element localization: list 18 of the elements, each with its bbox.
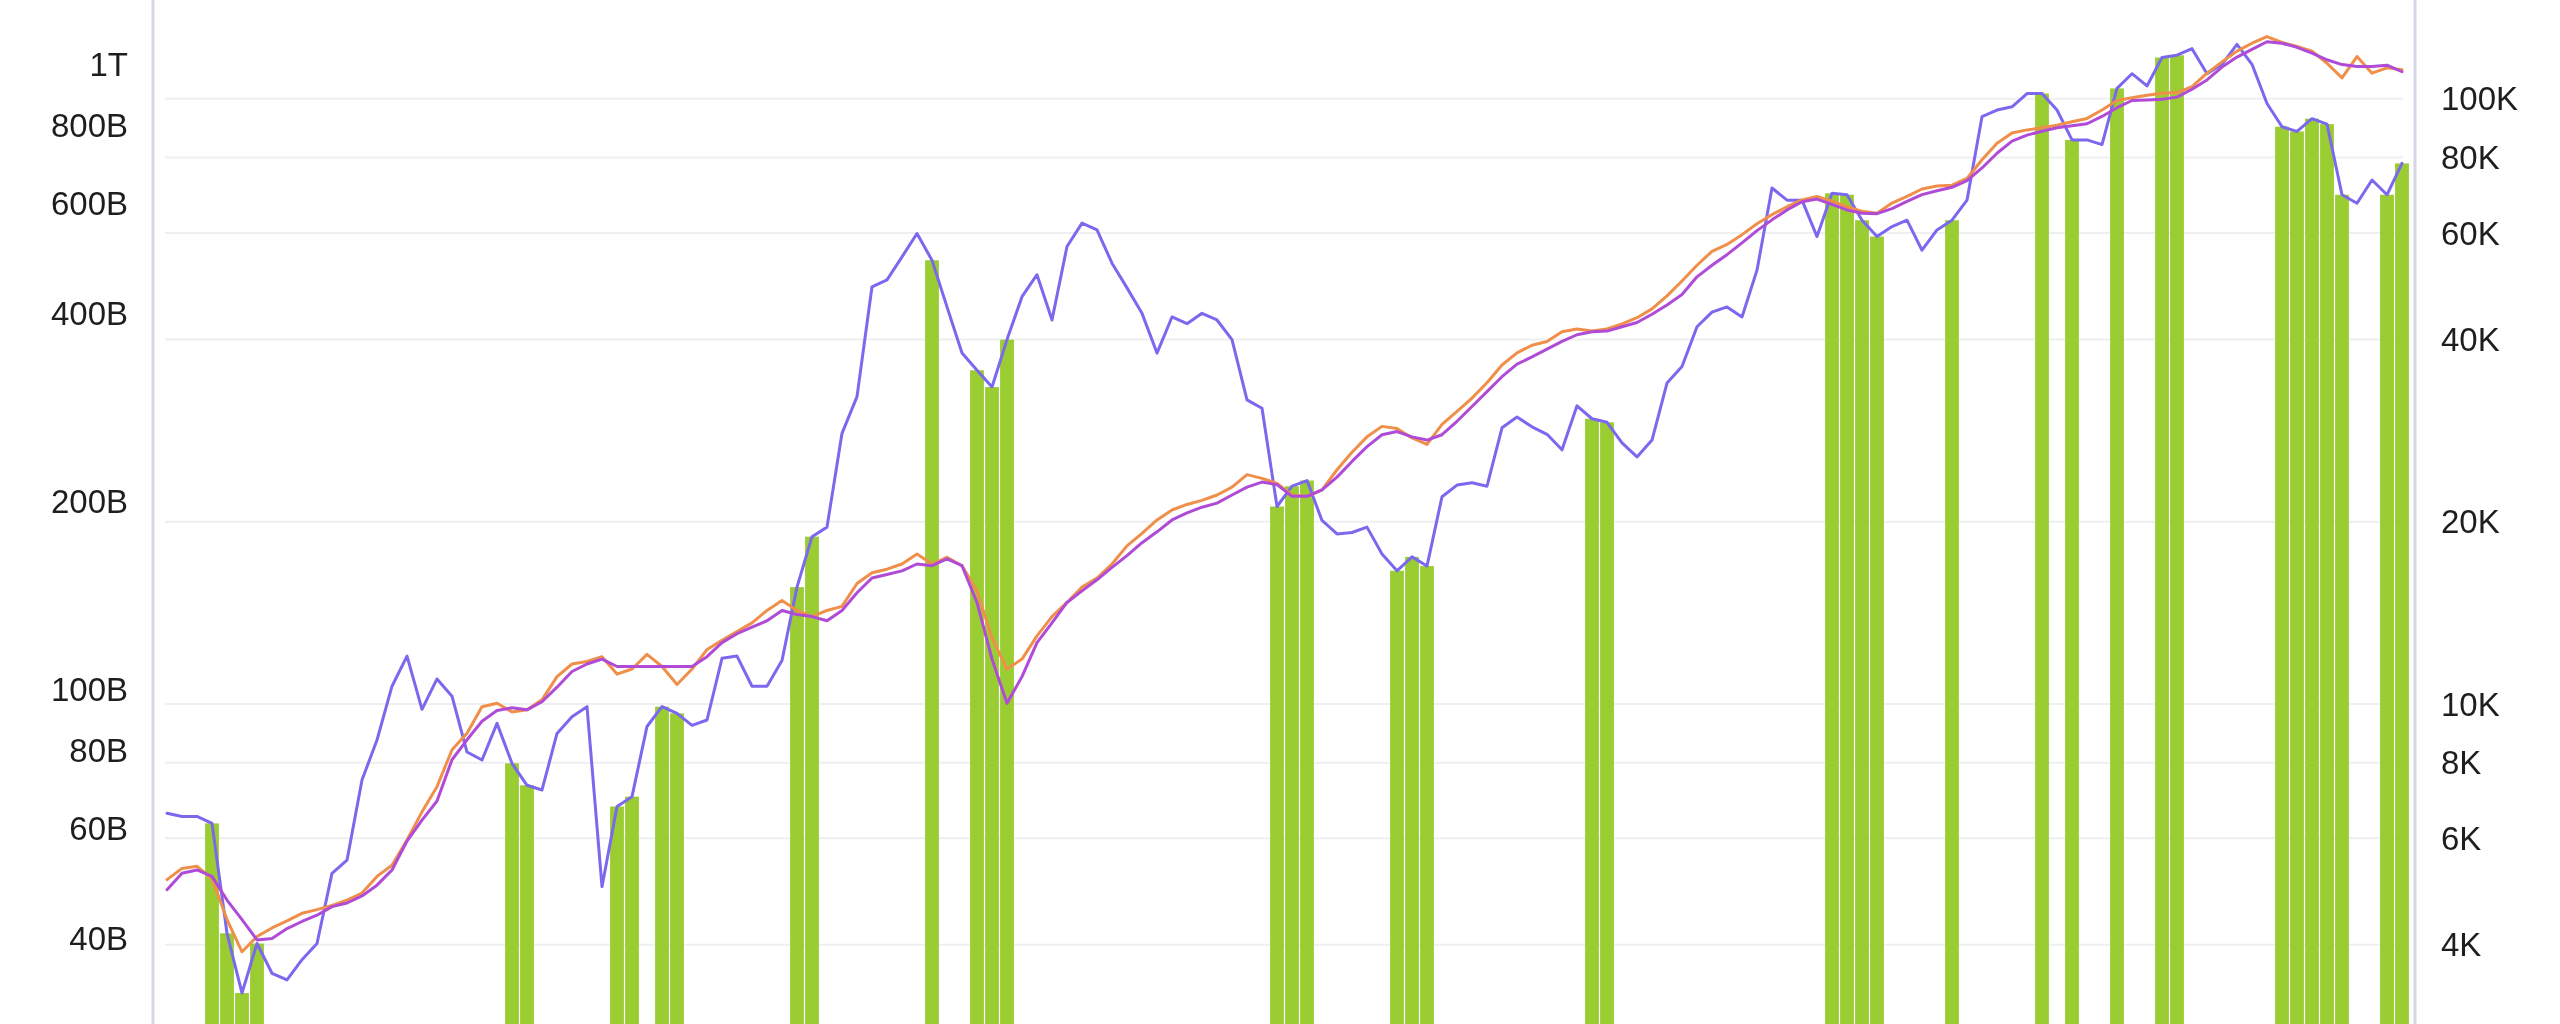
y-tick-label: 100K [2441, 80, 2519, 118]
y-tick-label: 60B [69, 810, 128, 848]
y-tick-label: 80K [2441, 138, 2500, 176]
y-tick-label: 1T [89, 46, 128, 84]
y-tick-label: 4K [2441, 926, 2482, 964]
y-tick-label: 800B [50, 106, 128, 144]
y-tick-label: 20K [2441, 503, 2500, 541]
y-tick-label: 60K [2441, 214, 2500, 252]
y-tick-label: 100B [50, 671, 128, 709]
y-tick-label: 8K [2441, 744, 2482, 782]
y-tick-label: 40K [2441, 321, 2500, 359]
y-tick-label: 400B [50, 295, 128, 333]
y-tick-label: 10K [2441, 685, 2500, 723]
y-tick-label: 600B [50, 185, 128, 223]
y-tick-label: 40B [69, 920, 128, 958]
y-tick-label: 6K [2441, 819, 2482, 857]
y-tick-label: 80B [69, 731, 128, 769]
y-tick-label: 200B [50, 483, 128, 521]
